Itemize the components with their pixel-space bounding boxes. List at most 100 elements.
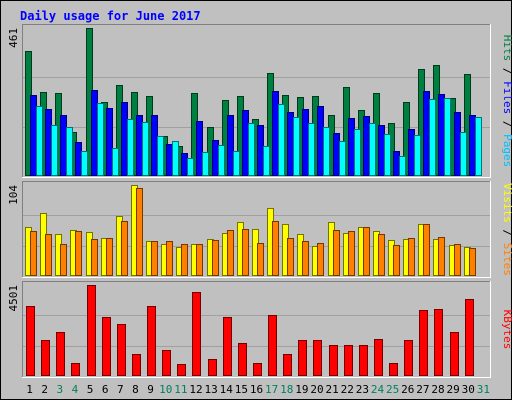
bar-kbytes-day-23: [359, 345, 368, 376]
max-label-kbytes: 4501: [7, 285, 20, 312]
bar-pages-day-26: [414, 135, 421, 176]
day-label-27: 27: [416, 383, 429, 396]
series-files: [30, 90, 476, 176]
legend-part-hits-0: Hits: [501, 35, 512, 62]
day-label-29: 29: [447, 383, 460, 396]
bar-files-day-29: [454, 112, 461, 176]
bar-files-day-21: [333, 133, 340, 176]
legend-kbytes: KBytes: [501, 310, 512, 350]
day-label-28: 28: [431, 383, 444, 396]
bar-sites-day-26: [408, 238, 415, 276]
bar-sites-day-28: [438, 237, 445, 276]
bar-kbytes-day-6: [102, 317, 111, 376]
panels-layer: 461 Hits / Files / Pages 104 Visits / Sites…: [7, 24, 512, 378]
bar-pages-day-2: [51, 125, 58, 176]
bar-sites-day-27: [423, 224, 430, 276]
bar-kbytes-day-3: [56, 332, 65, 376]
bar-pages-day-7: [127, 119, 134, 176]
bar-pages-day-22: [354, 129, 361, 176]
bar-sites-day-1: [30, 231, 37, 276]
bar-sites-day-7: [121, 221, 128, 276]
panel-hits: 461 Hits / Files / Pages: [7, 24, 512, 178]
day-label-30: 30: [462, 383, 475, 396]
bar-kbytes-day-10: [162, 350, 171, 376]
bar-sites-day-6: [106, 238, 113, 276]
max-label-hits: 461: [7, 28, 20, 48]
bar-files-day-1: [30, 95, 37, 176]
bar-files-day-3: [60, 115, 67, 176]
bar-pages-day-4: [81, 151, 88, 176]
bar-sites-day-14: [227, 230, 234, 276]
legend-part-kbytes-0: KBytes: [501, 310, 512, 350]
bar-sites-day-18: [287, 238, 294, 276]
bar-sites-day-9: [151, 241, 158, 276]
bar-files-day-22: [348, 118, 355, 176]
bar-pages-day-18: [293, 117, 300, 176]
bar-pages-day-17: [278, 104, 285, 176]
bar-pages-day-14: [233, 151, 240, 176]
bar-files-day-11: [181, 153, 188, 176]
bar-sites-day-12: [196, 244, 203, 276]
bar-files-day-25: [393, 151, 400, 176]
series-hits: [25, 28, 471, 176]
bar-pages-day-10: [172, 141, 179, 176]
bar-sites-day-22: [348, 231, 355, 276]
legend-part-hits-2: Files: [501, 81, 512, 114]
day-label-21: 21: [326, 383, 339, 396]
bar-files-day-16: [257, 125, 264, 176]
bar-pages-day-3: [66, 127, 73, 176]
legend-part-visits-2: Sites: [501, 243, 512, 276]
day-label-24: 24: [371, 383, 385, 396]
day-label-15: 15: [235, 383, 248, 396]
legend-part-hits-1: /: [501, 61, 512, 81]
bar-pages-day-12: [202, 152, 209, 176]
bar-kbytes-day-11: [177, 364, 186, 376]
day-label-14: 14: [220, 383, 234, 396]
bar-kbytes-day-17: [268, 315, 277, 376]
series-pages: [36, 98, 482, 176]
bar-files-day-4: [75, 142, 82, 176]
day-label-8: 8: [132, 383, 139, 396]
bar-kbytes-day-8: [132, 354, 141, 376]
panel-visits: 104 Visits / Sites: [7, 181, 512, 278]
day-label-1: 1: [26, 383, 33, 396]
series-kbytes: [26, 285, 474, 376]
bar-kbytes-day-1: [26, 306, 35, 376]
bar-kbytes-day-29: [450, 332, 459, 376]
bar-sites-day-21: [333, 230, 340, 276]
bar-pages-day-30: [475, 117, 482, 176]
day-label-26: 26: [401, 383, 414, 396]
bar-kbytes-day-27: [419, 310, 428, 376]
bar-kbytes-day-25: [389, 363, 398, 376]
bar-files-day-8: [136, 115, 143, 176]
bar-pages-day-1: [36, 106, 43, 176]
bar-kbytes-day-5: [87, 285, 96, 376]
bar-files-day-28: [438, 94, 445, 176]
day-label-22: 22: [341, 383, 354, 396]
bar-files-day-17: [272, 91, 279, 176]
bar-files-day-9: [151, 115, 158, 176]
bar-files-day-12: [196, 121, 203, 176]
panel-kbytes: 4501 KBytes: [7, 281, 512, 378]
bar-pages-day-11: [187, 158, 194, 176]
day-label-11: 11: [174, 383, 187, 396]
day-label-25: 25: [386, 383, 399, 396]
bar-pages-day-27: [429, 99, 436, 176]
bar-kbytes-day-12: [192, 292, 201, 376]
bar-files-day-26: [408, 129, 415, 176]
bar-kbytes-day-28: [434, 309, 443, 376]
bar-kbytes-day-30: [465, 299, 474, 376]
day-label-17: 17: [265, 383, 278, 396]
bar-files-day-2: [45, 109, 52, 176]
day-label-3: 3: [57, 383, 64, 396]
day-label-10: 10: [159, 383, 172, 396]
bar-pages-day-20: [323, 127, 330, 176]
bar-pages-day-15: [248, 123, 255, 176]
bar-pages-day-5: [97, 103, 104, 176]
day-label-6: 6: [102, 383, 109, 396]
bar-files-day-13: [212, 140, 219, 176]
bar-sites-day-25: [393, 245, 400, 276]
bar-kbytes-day-16: [253, 363, 262, 376]
bar-pages-day-25: [399, 156, 406, 176]
legend-part-hits-3: /: [501, 114, 512, 134]
